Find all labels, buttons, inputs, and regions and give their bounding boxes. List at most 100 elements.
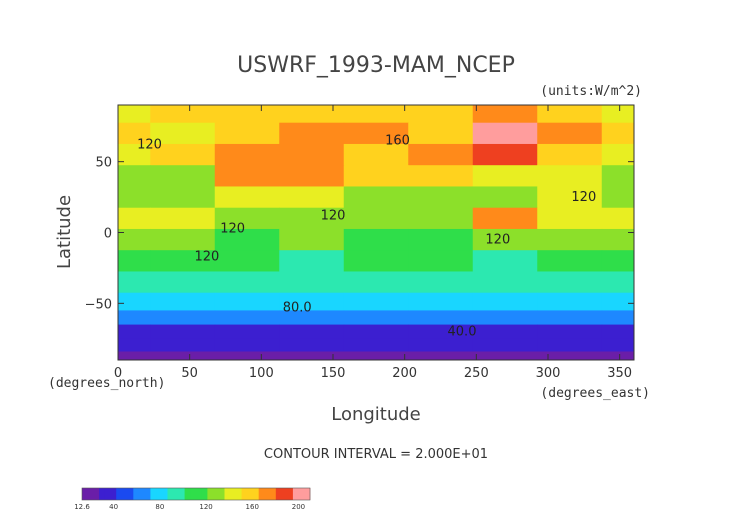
heatmap-cell — [408, 271, 474, 294]
heatmap-cell — [279, 250, 345, 272]
x-axis-label: Longitude — [331, 404, 421, 425]
x-tick-label: 300 — [536, 366, 561, 381]
contour-label: 40.0 — [448, 325, 477, 340]
heatmap-cell — [408, 122, 474, 145]
heatmap-cell — [279, 122, 345, 145]
contour-interval-text: CONTOUR INTERVAL = 2.000E+01 — [264, 447, 488, 462]
heatmap-cell — [150, 186, 216, 209]
x-axis-ticks: 0 50 100 150 200 250 300 350 — [114, 105, 632, 381]
colorbar-swatch — [298, 488, 305, 500]
heatmap-cell — [118, 186, 151, 209]
heatmap-cell — [472, 271, 538, 294]
heatmap-cell — [150, 250, 216, 272]
heatmap-cell — [408, 250, 474, 272]
colorbar-swatch — [110, 488, 117, 500]
colorbar-swatch — [87, 488, 94, 500]
heatmap-cell — [408, 186, 474, 209]
heatmap-cell — [214, 351, 280, 361]
colorbar-swatch — [184, 488, 191, 500]
contour-label: 160 — [385, 133, 410, 148]
heatmap-cell — [343, 186, 409, 209]
heatmap-cell — [118, 271, 151, 294]
heatmap-cell — [214, 186, 280, 209]
heatmap-cell — [408, 105, 474, 124]
colorbar-tick-label: 40 — [109, 503, 118, 511]
heatmap-cell — [343, 271, 409, 294]
heatmap-cell — [150, 292, 216, 311]
colorbar-swatch — [104, 488, 111, 500]
heatmap-cell — [279, 351, 345, 361]
heatmap-cell — [279, 228, 345, 251]
y-units-label: (degrees_north) — [48, 376, 165, 391]
heatmap-cell — [537, 271, 603, 294]
colorbar-swatch — [99, 488, 106, 500]
heatmap-cell — [343, 250, 409, 272]
heatmap-cell — [601, 271, 635, 294]
heatmap-cell — [343, 351, 409, 361]
colorbar-swatch — [190, 488, 197, 500]
y-tick-label: 0 — [104, 227, 112, 242]
heatmap-cell — [214, 250, 280, 272]
colorbar-tick-label: 200 — [292, 503, 305, 511]
colorbar-swatch — [253, 488, 260, 500]
heatmap-cell — [118, 105, 151, 124]
heatmap-cell — [343, 310, 409, 326]
heatmap-cell — [601, 310, 635, 326]
colorbar-swatch — [178, 488, 185, 500]
heatmap-cell — [537, 186, 603, 209]
heatmap-cell — [279, 324, 345, 340]
heatmap-cell — [343, 207, 409, 230]
colorbar-swatch — [167, 488, 174, 500]
colorbar-swatch — [218, 488, 225, 500]
heatmap-cell — [118, 122, 151, 145]
heatmap-cell — [150, 228, 216, 251]
heatmap-cell — [279, 143, 345, 166]
heatmap-cell — [601, 324, 635, 340]
contour-label: 120 — [485, 233, 510, 248]
colorbar-swatch — [247, 488, 254, 500]
heatmap-cell — [601, 338, 635, 352]
heatmap-cell — [472, 324, 538, 340]
x-tick-label: 350 — [607, 366, 632, 381]
heatmap-cell — [150, 122, 216, 145]
heatmap-cell — [214, 292, 280, 311]
heatmap-cell — [214, 228, 280, 251]
colorbar-swatch — [93, 488, 100, 500]
heatmap-cell — [118, 351, 151, 361]
heatmap-cell — [408, 143, 474, 166]
heatmap-cell — [472, 143, 538, 166]
colorbar-swatch — [139, 488, 146, 500]
heatmap-cell — [279, 105, 345, 124]
heatmap-cell — [537, 310, 603, 326]
colorbar-swatch — [270, 488, 277, 500]
colorbar-swatch — [281, 488, 288, 500]
heatmap-cell — [343, 338, 409, 352]
plot-area — [118, 105, 635, 361]
heatmap-cell — [408, 165, 474, 187]
heatmap-cell — [343, 105, 409, 124]
colorbar-swatch — [258, 488, 265, 500]
heatmap-cell — [214, 165, 280, 187]
heatmap-cell — [537, 228, 603, 251]
heatmap-cell — [472, 207, 538, 230]
heatmap-cell — [601, 207, 635, 230]
heatmap-cell — [279, 207, 345, 230]
heatmap-cell — [118, 143, 151, 166]
colorbar-swatch — [241, 488, 248, 500]
heatmap-cell — [150, 143, 216, 166]
heatmap-cell — [408, 228, 474, 251]
heatmap-cell — [150, 271, 216, 294]
colorbar-swatch — [144, 488, 151, 500]
heatmap-cell — [343, 165, 409, 187]
heatmap-cell — [150, 165, 216, 187]
heatmap-cell — [279, 271, 345, 294]
heatmap-cell — [537, 292, 603, 311]
heatmap-cell — [118, 310, 151, 326]
colorbar: 12.6 40 80 120 160 200 — [74, 487, 311, 511]
heatmap-cell — [472, 165, 538, 187]
colorbar-tick-label: 120 — [199, 503, 212, 511]
x-tick-label: 250 — [464, 366, 489, 381]
heatmap-cell — [408, 351, 474, 361]
